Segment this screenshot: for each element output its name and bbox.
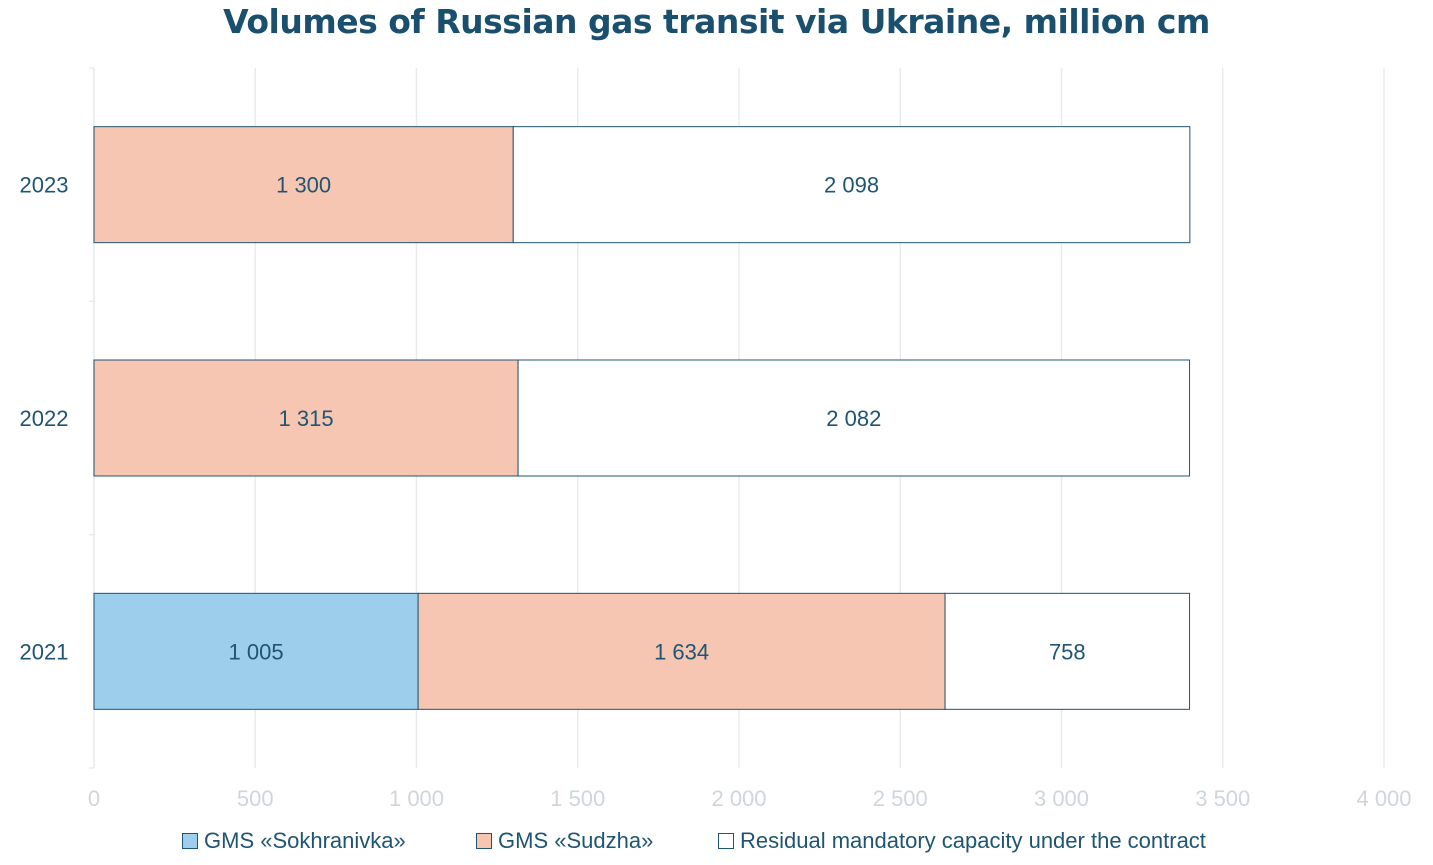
legend: GMS «Sokhranivka» GMS «Sudzha» Residual … xyxy=(0,828,1433,860)
bar-segment xyxy=(512,126,1191,244)
x-tick-label: 2 500 xyxy=(873,786,928,811)
data-label: 1 634 xyxy=(654,639,709,664)
data-label: 2 082 xyxy=(826,406,881,431)
legend-label-residual: Residual mandatory capacity under the co… xyxy=(740,828,1206,853)
data-label: 1 300 xyxy=(276,173,331,198)
category-label: 2022 xyxy=(20,406,69,431)
bar-segment xyxy=(944,592,1191,710)
x-tick-label: 500 xyxy=(237,786,274,811)
bar-segment xyxy=(93,126,514,244)
x-tick-label: 0 xyxy=(88,786,100,811)
legend-swatch-residual xyxy=(718,833,734,849)
data-label: 2 098 xyxy=(824,173,879,198)
chart-title: Volumes of Russian gas transit via Ukrai… xyxy=(223,2,1210,41)
category-label: 2023 xyxy=(20,173,69,198)
legend-swatch-sudzha xyxy=(476,833,492,849)
legend-item-residual: Residual mandatory capacity under the co… xyxy=(718,828,1206,854)
bar-segment xyxy=(93,359,519,477)
legend-swatch-sokhranivka xyxy=(182,833,198,849)
data-label: 758 xyxy=(1049,639,1086,664)
legend-item-sudzha: GMS «Sudzha» xyxy=(476,828,653,854)
bar-segment xyxy=(417,592,946,710)
legend-label-sudzha: GMS «Sudzha» xyxy=(498,828,654,853)
data-label: 1 315 xyxy=(279,406,334,431)
x-tick-label: 2 000 xyxy=(711,786,766,811)
x-tick-label: 1 000 xyxy=(389,786,444,811)
x-tick-label: 4 000 xyxy=(1356,786,1411,811)
legend-item-sokhranivka: GMS «Sokhranivka» xyxy=(182,828,406,854)
category-label: 2021 xyxy=(20,639,69,664)
x-tick-label: 1 500 xyxy=(550,786,605,811)
x-tick-label: 3 000 xyxy=(1034,786,1089,811)
bar-segment xyxy=(517,359,1191,477)
x-tick-label: 3 500 xyxy=(1195,786,1250,811)
legend-label-sokhranivka: GMS «Sokhranivka» xyxy=(204,828,406,853)
data-label: 1 005 xyxy=(229,639,284,664)
